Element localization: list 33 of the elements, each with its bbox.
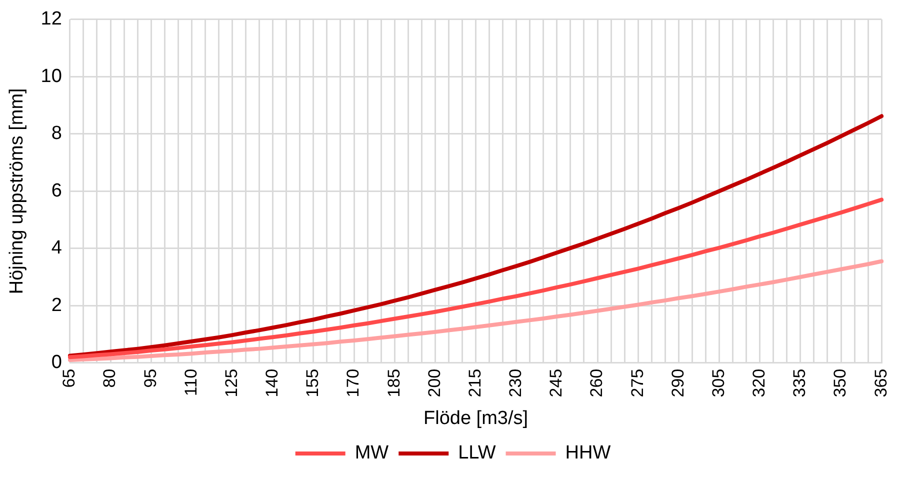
x-tick-label: 365 bbox=[871, 368, 890, 398]
y-tick-label: 4 bbox=[51, 238, 62, 259]
x-tick-label: 230 bbox=[506, 368, 526, 398]
legend-label: HHW bbox=[565, 442, 611, 464]
x-tick-label: 80 bbox=[100, 368, 120, 388]
x-tick-label: 350 bbox=[830, 368, 850, 398]
x-tick-label: 170 bbox=[344, 368, 363, 398]
y-axis-title: Höjning uppströms [mm] bbox=[6, 88, 28, 294]
y-tick-label: 2 bbox=[51, 294, 62, 316]
x-axis-title: Flöde [m3/s] bbox=[423, 408, 528, 429]
x-tick-label: 65 bbox=[60, 368, 79, 388]
x-tick-label: 125 bbox=[222, 368, 241, 398]
y-tick-label: 10 bbox=[40, 66, 62, 87]
x-tick-label: 245 bbox=[546, 368, 566, 398]
y-tick-label: 6 bbox=[51, 180, 62, 202]
x-tick-label: 335 bbox=[790, 368, 810, 398]
y-tick-label: 0 bbox=[51, 352, 62, 374]
y-tick-label: 8 bbox=[51, 123, 62, 144]
x-tick-label: 155 bbox=[303, 368, 322, 398]
x-tick-label: 140 bbox=[262, 368, 282, 398]
x-tick-label: 320 bbox=[750, 368, 769, 398]
legend-label: MW bbox=[354, 442, 389, 464]
x-tick-label: 290 bbox=[668, 368, 688, 398]
x-tick-label: 110 bbox=[181, 368, 200, 396]
legend-label: LLW bbox=[458, 442, 496, 464]
x-tick-label: 95 bbox=[140, 368, 160, 388]
y-tick-label: 12 bbox=[40, 8, 62, 30]
x-tick-label: 200 bbox=[424, 368, 444, 398]
x-tick-label: 275 bbox=[628, 368, 647, 398]
x-tick-label: 305 bbox=[708, 368, 728, 398]
x-tick-label: 215 bbox=[465, 368, 484, 398]
x-tick-label: 185 bbox=[384, 368, 404, 398]
x-tick-label: 260 bbox=[587, 368, 606, 398]
